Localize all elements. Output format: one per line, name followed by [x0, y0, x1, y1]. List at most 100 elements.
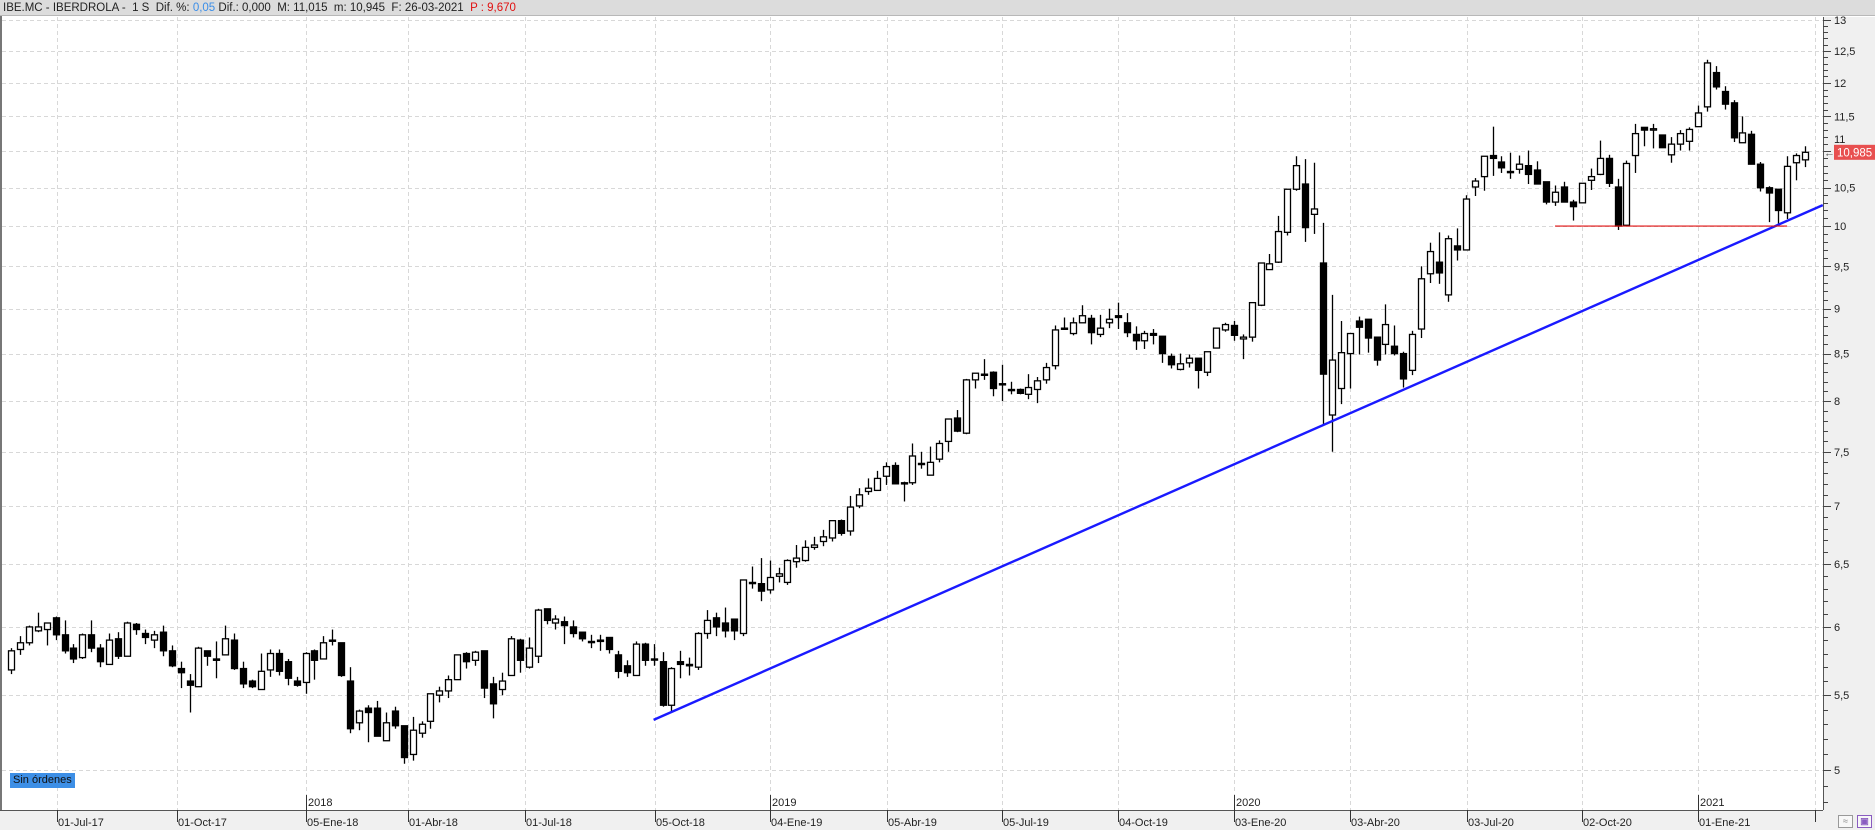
- candle-body-down[interactable]: [69, 647, 78, 660]
- candle-body-up[interactable]: [819, 536, 828, 543]
- candle-body-down[interactable]: [989, 371, 998, 390]
- candle-body-up[interactable]: [1676, 132, 1685, 145]
- candle-body-down[interactable]: [1149, 332, 1158, 336]
- candle-body-down[interactable]: [1640, 126, 1649, 131]
- candle-body-down[interactable]: [203, 650, 212, 657]
- candle-body-up[interactable]: [409, 729, 418, 756]
- candle-body-up[interactable]: [1801, 151, 1810, 161]
- candle-body-up[interactable]: [25, 626, 34, 644]
- candle-body-down[interactable]: [543, 608, 552, 622]
- candle-body-up[interactable]: [1140, 332, 1149, 342]
- candle-body-up[interactable]: [1337, 352, 1346, 390]
- candle-body-up[interactable]: [355, 710, 364, 724]
- candle-body-down[interactable]: [114, 638, 123, 657]
- candle-body-up[interactable]: [426, 693, 435, 722]
- candle-body-up[interactable]: [855, 494, 864, 507]
- candle-body-up[interactable]: [319, 642, 328, 660]
- candle-body-down[interactable]: [1060, 327, 1069, 330]
- candle-body-down[interactable]: [391, 710, 400, 727]
- candle-body-down[interactable]: [337, 642, 346, 677]
- candle-body-up[interactable]: [998, 383, 1007, 386]
- candle-body-up[interactable]: [1587, 175, 1596, 181]
- candle-body-up[interactable]: [1551, 191, 1560, 203]
- candle-body-up[interactable]: [43, 622, 52, 631]
- candle-body-up[interactable]: [257, 670, 266, 691]
- candle-body-down[interactable]: [1373, 336, 1382, 361]
- candle-body-down[interactable]: [87, 634, 96, 649]
- candle-body-up[interactable]: [551, 618, 560, 624]
- candle-body-up[interactable]: [1346, 332, 1355, 355]
- candle-body-down[interactable]: [346, 680, 355, 730]
- candle-body-down[interactable]: [685, 663, 694, 667]
- candle-body-down[interactable]: [1007, 388, 1016, 392]
- candle-body-down[interactable]: [757, 583, 766, 592]
- candle-body-down[interactable]: [578, 631, 587, 640]
- candle-body-up[interactable]: [302, 652, 311, 684]
- candle-body-up[interactable]: [1792, 154, 1801, 164]
- candle-body-up[interactable]: [1444, 238, 1453, 296]
- candle-body-up[interactable]: [971, 372, 980, 381]
- candle-body-down[interactable]: [1614, 186, 1623, 227]
- candle-body-down[interactable]: [230, 639, 239, 670]
- candle-body-up[interactable]: [1283, 188, 1292, 233]
- candle-body-down[interactable]: [1712, 71, 1721, 88]
- candle-body-up[interactable]: [453, 654, 462, 681]
- candle-body-up[interactable]: [587, 640, 596, 644]
- candle-body-up[interactable]: [926, 461, 935, 476]
- candle-body-down[interactable]: [293, 680, 302, 686]
- candle-body-down[interactable]: [141, 632, 150, 639]
- candle-body-up[interactable]: [1069, 322, 1078, 335]
- candle-body-down[interactable]: [1721, 90, 1730, 105]
- candle-body-up[interactable]: [1667, 143, 1676, 156]
- candle-body-up[interactable]: [908, 455, 917, 484]
- candle-body-up[interactable]: [1257, 262, 1266, 306]
- candle-body-up[interactable]: [944, 418, 953, 443]
- candle-body-down[interactable]: [1747, 133, 1756, 165]
- candle-body-up[interactable]: [1078, 315, 1087, 324]
- candle-body-down[interactable]: [1524, 164, 1533, 176]
- candle-body-down[interactable]: [1319, 262, 1328, 375]
- candle-body-down[interactable]: [1158, 335, 1167, 355]
- candle-body-up[interactable]: [221, 638, 230, 656]
- candle-body-up[interactable]: [846, 506, 855, 532]
- candle-body-down[interactable]: [186, 680, 195, 686]
- candle-body-up[interactable]: [801, 546, 810, 562]
- candle-body-up[interactable]: [1239, 336, 1248, 340]
- candle-body-up[interactable]: [873, 477, 882, 492]
- candle-body-down[interactable]: [373, 707, 382, 737]
- candle-body-up[interactable]: [1265, 263, 1274, 271]
- candle-body-up[interactable]: [828, 520, 837, 539]
- candle-body-up[interactable]: [507, 638, 516, 677]
- candle-body-down[interactable]: [712, 617, 721, 628]
- candle-body-down[interactable]: [596, 639, 605, 643]
- candle-body-up[interactable]: [194, 647, 203, 688]
- candle-body-down[interactable]: [1390, 345, 1399, 355]
- candle-body-down[interactable]: [605, 636, 614, 651]
- candle-body-up[interactable]: [444, 679, 453, 692]
- candle-body-down[interactable]: [676, 661, 685, 666]
- candle-body-down[interactable]: [569, 626, 578, 635]
- candle-body-up[interactable]: [632, 643, 641, 677]
- candle-body-down[interactable]: [1730, 102, 1739, 139]
- candle-body-down[interactable]: [310, 650, 319, 661]
- candle-body-down[interactable]: [1399, 352, 1408, 380]
- candle-body-up[interactable]: [650, 658, 659, 661]
- candle-body-up[interactable]: [328, 639, 337, 642]
- candle-body-up[interactable]: [1221, 323, 1230, 331]
- candle-body-down[interactable]: [1132, 333, 1141, 342]
- candle-body-down[interactable]: [730, 618, 739, 632]
- candle-body-down[interactable]: [1301, 183, 1310, 229]
- candle-body-up[interactable]: [1515, 163, 1524, 170]
- candle-body-down[interactable]: [248, 680, 257, 688]
- candle-body-up[interactable]: [935, 442, 944, 460]
- candle-body-up[interactable]: [739, 579, 748, 635]
- annotations[interactable]: [653, 204, 1824, 721]
- candle-body-up[interactable]: [534, 609, 543, 657]
- candle-body-down[interactable]: [1542, 181, 1551, 203]
- candle-body-up[interactable]: [1033, 380, 1042, 391]
- candle-body-up[interactable]: [435, 690, 444, 696]
- candle-body-down[interactable]: [1087, 317, 1096, 334]
- x-axis[interactable]: 01-Jul-17 01-Oct-17 05-Ene-18 01-Abr-18 …: [57, 795, 1816, 829]
- candle-body-up[interactable]: [1426, 250, 1435, 275]
